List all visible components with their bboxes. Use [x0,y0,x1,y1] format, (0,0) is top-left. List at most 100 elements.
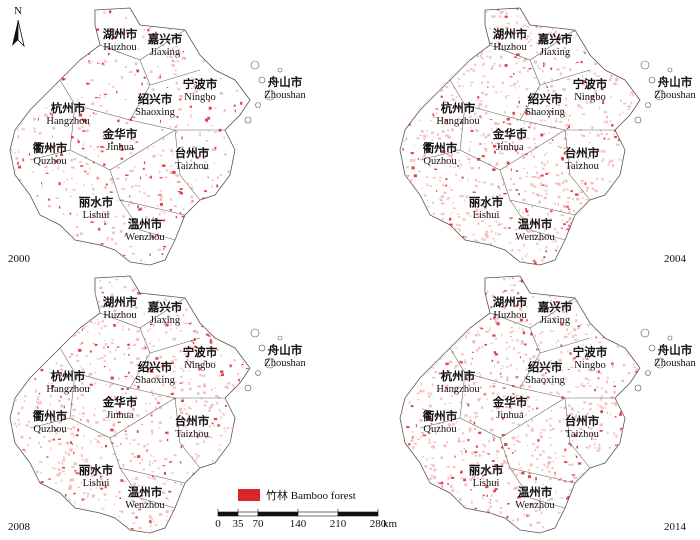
bamboo-patch [100,531,103,533]
bamboo-patch [559,209,563,212]
bamboo-patch [458,229,461,232]
bamboo-patch [471,44,475,48]
bamboo-patch [638,163,640,166]
bamboo-patch [239,438,242,441]
island [645,370,651,376]
bamboo-patch [131,203,135,205]
bamboo-patch [151,88,155,92]
bamboo-patch [572,419,574,421]
city-boundary [509,199,566,241]
bamboo-patch [632,261,635,263]
bamboo-patch [107,236,110,240]
bamboo-patch [511,248,514,252]
bamboo-patch [47,527,50,530]
bamboo-patch [44,25,47,29]
bamboo-patch [531,427,534,431]
bamboo-patch [637,509,640,512]
bamboo-patch [70,262,73,265]
city-name-zh: 湖州市 [103,295,138,309]
bamboo-patch [560,214,565,217]
bamboo-patch [425,519,428,522]
bamboo-patch [205,139,209,142]
bamboo-patch [470,285,473,289]
bamboo-patch [204,400,208,403]
bamboo-patch [468,10,472,12]
bamboo-patch [229,381,231,384]
bamboo-patch [472,248,476,251]
bamboo-patch [55,110,57,112]
bamboo-patch [576,445,579,449]
bamboo-patch [595,525,598,527]
bamboo-patch [538,200,541,204]
bamboo-patch [14,398,17,401]
bamboo-patch [11,379,13,381]
bamboo-patch [426,84,430,87]
city-boundary [449,347,541,389]
bamboo-patch [450,317,453,320]
bamboo-patch [591,256,594,258]
bamboo-patch [511,452,514,454]
bamboo-patch [482,443,485,445]
bamboo-patch [557,382,561,385]
bamboo-patch [214,131,218,133]
bamboo-patch [449,186,451,189]
bamboo-patch [533,77,537,79]
bamboo-patch [33,18,36,21]
bamboo-patch [568,156,572,159]
bamboo-patch [533,185,536,188]
bamboo-patch [143,500,147,503]
bamboo-patch [401,140,405,142]
bamboo-patch [545,225,549,227]
bamboo-patch [177,53,181,55]
bamboo-patch [527,410,531,412]
bamboo-patch [400,132,404,135]
bamboo-patch [464,335,467,339]
bamboo-patch [575,153,578,156]
bamboo-patch [62,317,65,321]
island [250,60,260,70]
bamboo-patch [42,348,46,352]
bamboo-patch [456,374,458,377]
bamboo-patch [416,354,419,356]
bamboo-patch [599,430,603,432]
bamboo-patch [19,498,22,501]
bamboo-patch [56,301,59,305]
bamboo-patch [430,244,434,247]
bamboo-patch [137,48,141,50]
bamboo-patch [76,397,79,400]
bamboo-patch [76,354,78,358]
bamboo-patch [228,42,231,44]
bamboo-patch [118,533,120,536]
bamboo-patch [530,183,534,187]
bamboo-patch [580,179,584,182]
bamboo-patch [478,214,482,218]
bamboo-patch [204,155,206,159]
bamboo-patch [209,340,213,344]
bamboo-patch [554,238,557,241]
bamboo-patch [438,78,442,80]
bamboo-patch [528,406,531,408]
bamboo-patch [431,64,436,68]
bamboo-patch [406,264,410,265]
bamboo-patch [478,454,482,457]
bamboo-patch [173,454,177,457]
bamboo-patch [406,9,408,11]
bamboo-patch [562,521,566,524]
bamboo-patch [511,145,514,148]
bamboo-patch [121,187,123,190]
bamboo-patch [131,439,134,441]
bamboo-patch [591,154,595,156]
bamboo-patch [216,264,220,265]
bamboo-patch [33,64,36,66]
bamboo-patch [539,175,541,178]
bamboo-patch [15,387,17,390]
bamboo-patch [100,243,104,245]
bamboo-patch [525,153,528,156]
bamboo-patch [471,107,473,110]
bamboo-patch [423,524,425,527]
bamboo-patch [602,348,606,352]
bamboo-patch [431,367,435,369]
bamboo-patch [453,241,457,243]
bamboo-patch [108,385,112,388]
